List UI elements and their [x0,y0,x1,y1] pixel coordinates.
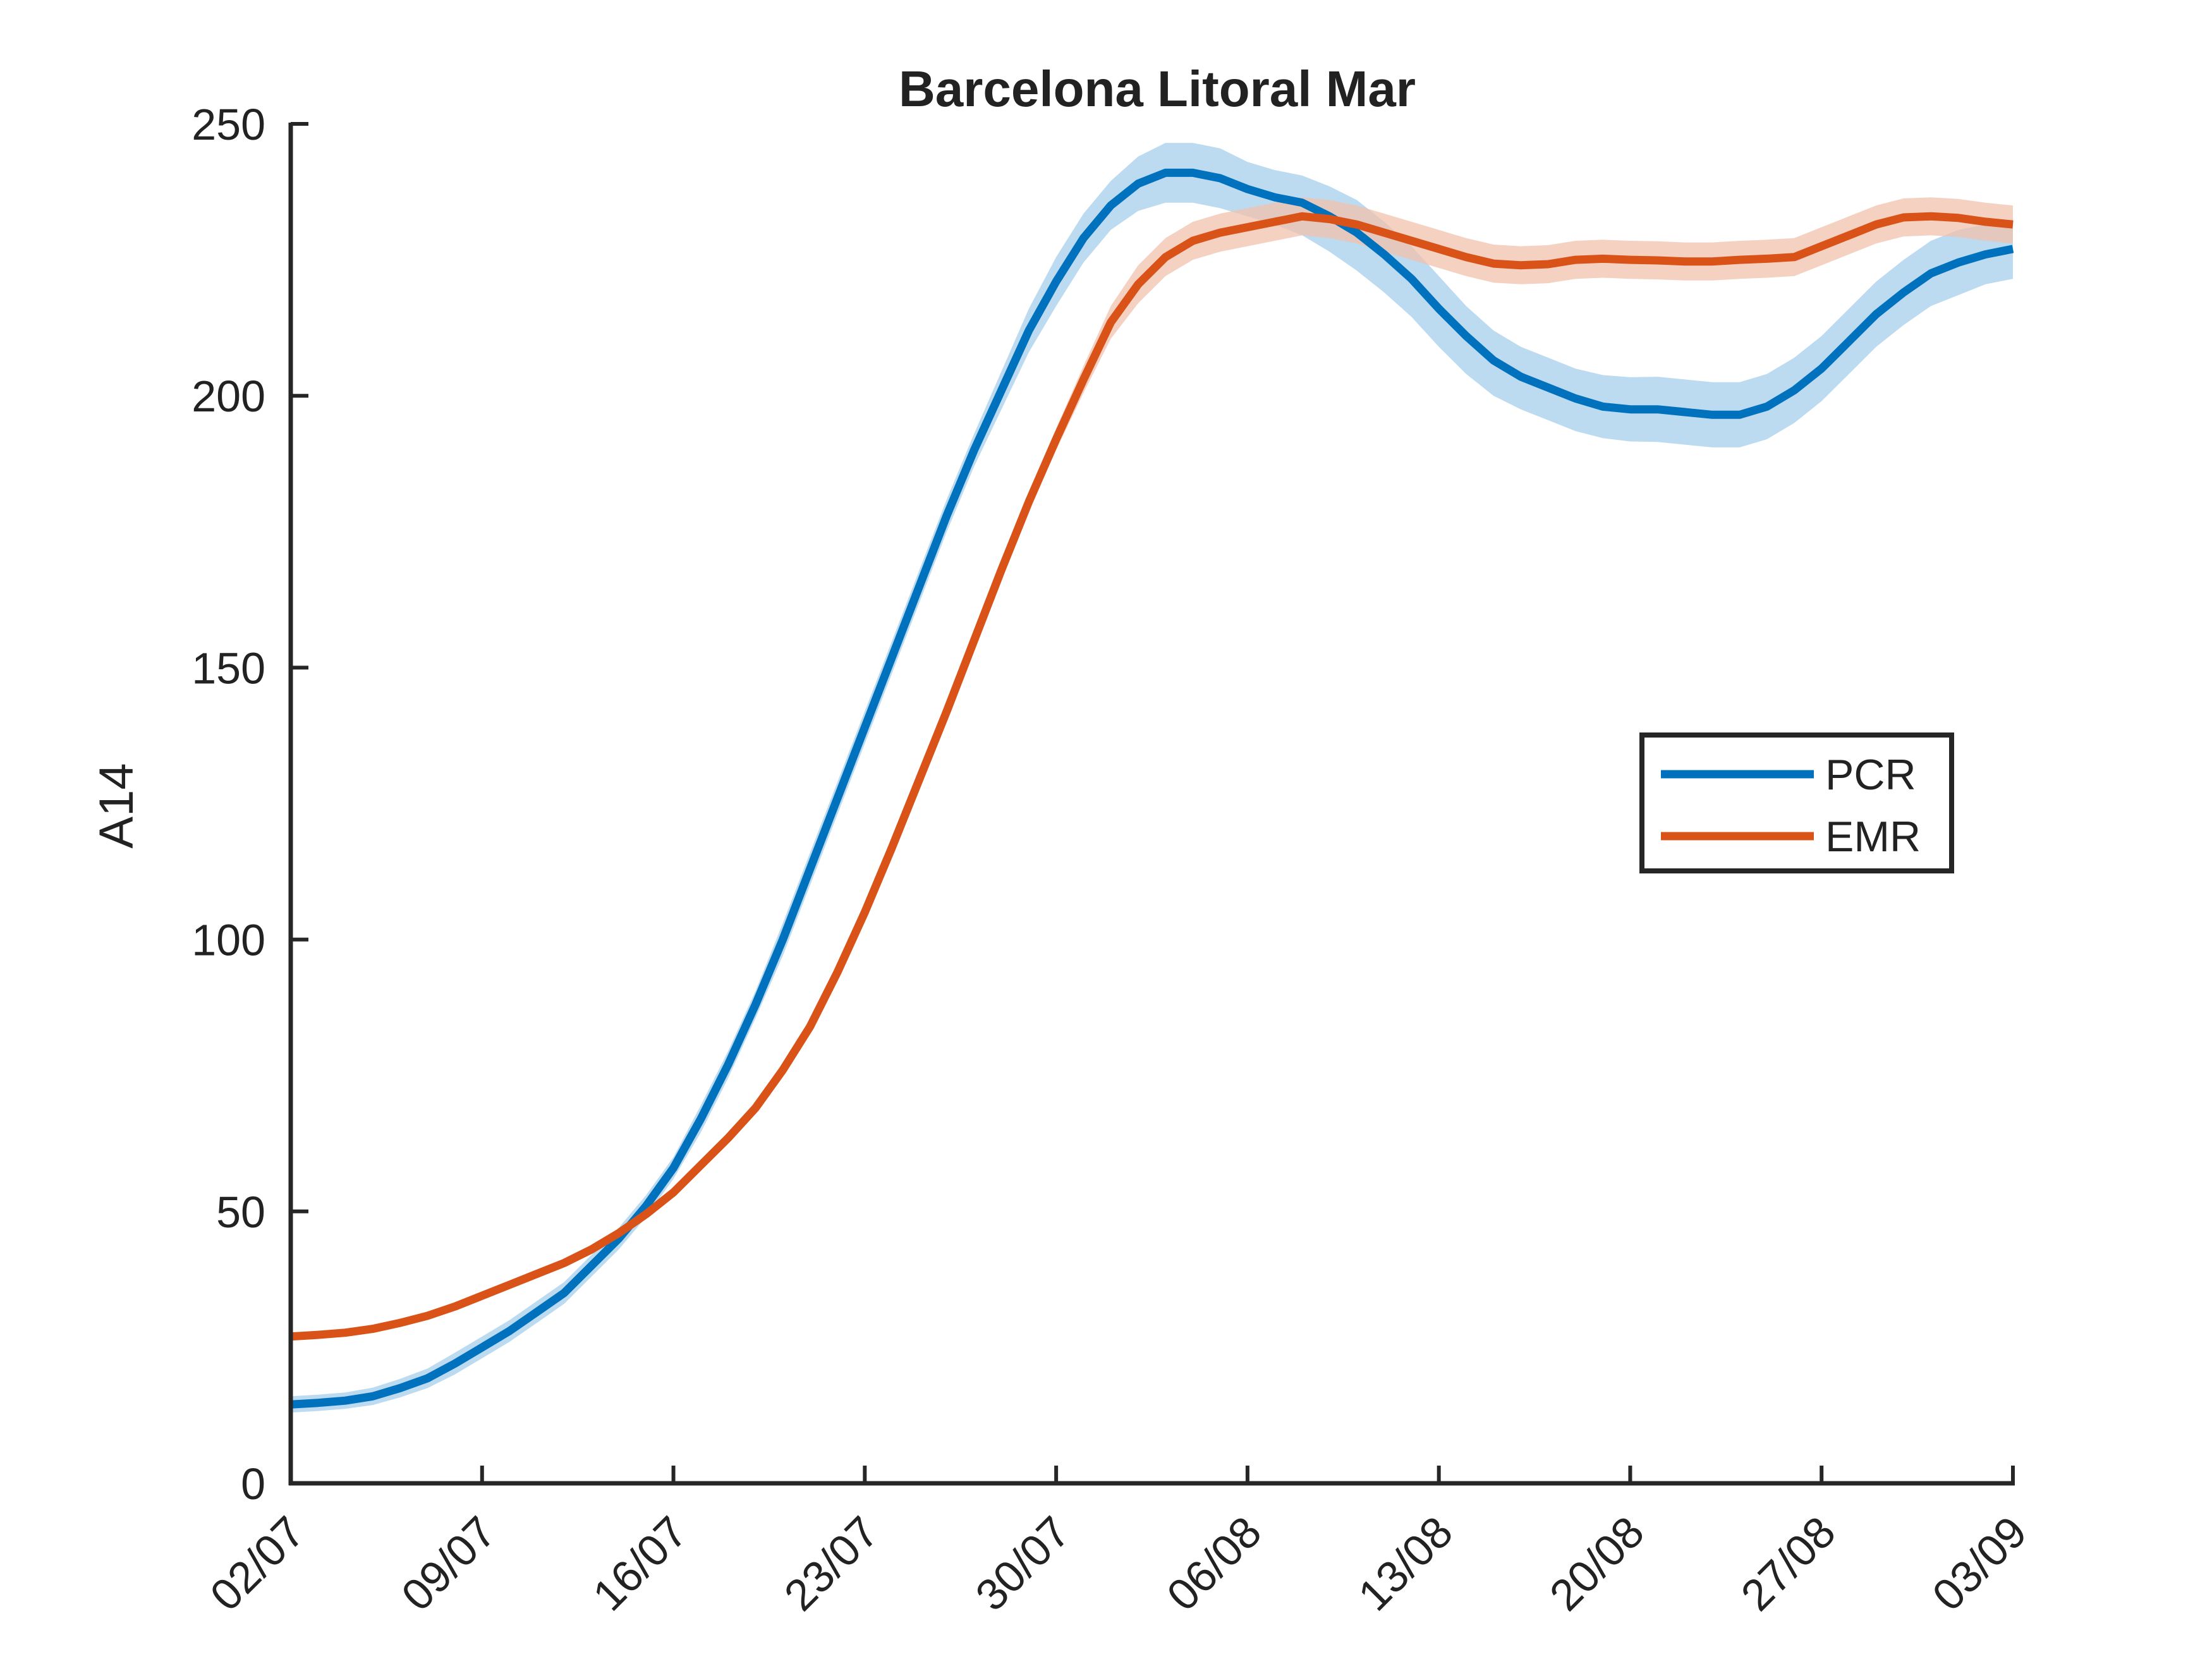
y-tick-label: 150 [191,643,265,693]
y-tick-label: 100 [191,916,265,965]
legend: PCR EMR [1639,732,1954,873]
y-axis-label: A14 [90,763,143,848]
y-tick-label: 250 [191,100,265,149]
line-pcr [290,168,2014,1409]
chart-title: Barcelona Litoral Mar [899,61,1416,117]
legend-label-pcr: PCR [1825,751,1916,799]
legend-box [1639,732,1954,873]
series-lines [290,168,2014,1409]
y-tick-label: 50 [216,1188,265,1237]
line-emr [290,212,2014,1341]
y-tick-label: 200 [191,372,265,421]
y-tick-label: 0 [241,1459,265,1509]
legend-label-emr: EMR [1825,813,1921,861]
